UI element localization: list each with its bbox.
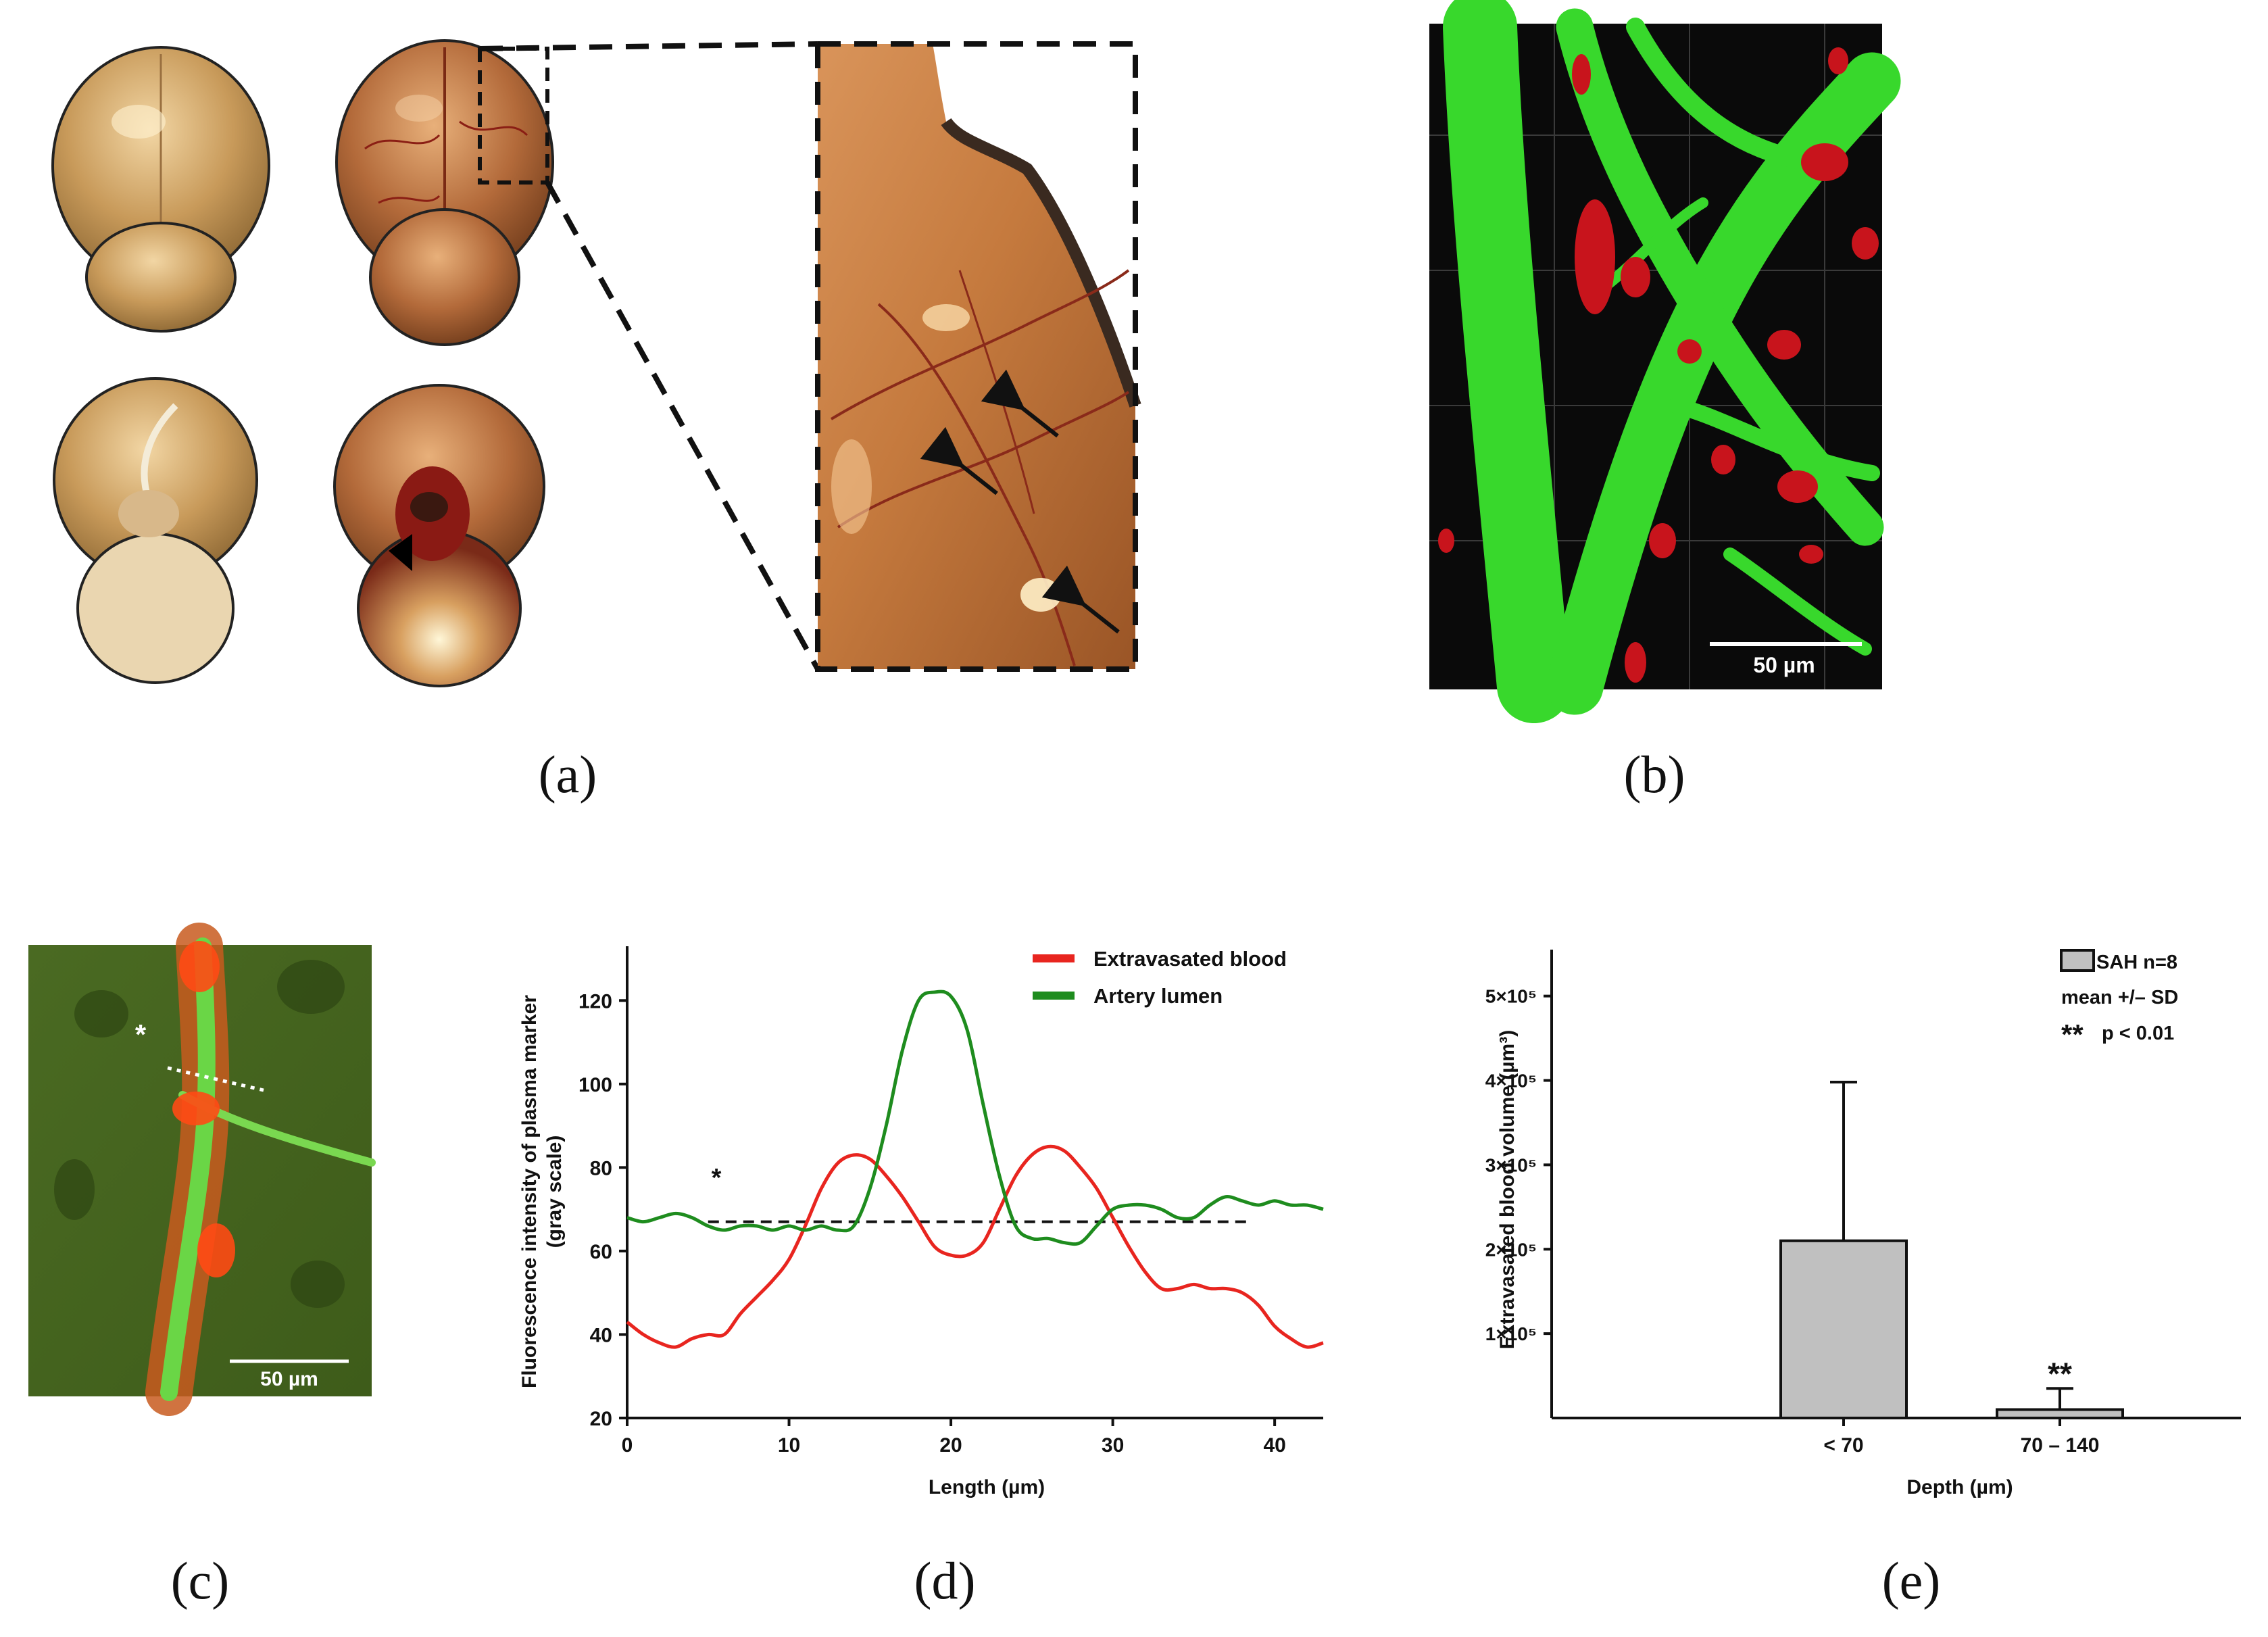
y-tick-label-e: 2×10⁵ — [1485, 1239, 1537, 1260]
x-tick-label-d: 40 — [1263, 1434, 1285, 1457]
panel-b-vessels — [1443, 0, 1901, 723]
bar-e — [1779, 1239, 1908, 1420]
legend-label-e: SAH n=8 — [2096, 952, 2177, 973]
y-tick-label-e: 5×10⁵ — [1485, 986, 1537, 1007]
zoom-line-bottom — [545, 181, 820, 670]
x-axis-label-e: Depth (µm) — [1906, 1476, 2013, 1498]
significance-marker-e: ** — [2048, 1356, 2072, 1391]
y-tick-label-e: 3×10⁵ — [1485, 1154, 1537, 1175]
panel-c-asterisk: * — [135, 1019, 147, 1050]
panel-b: 50 µm (b) — [1429, 0, 1901, 804]
y-tick-label-e: 4×10⁵ — [1485, 1071, 1537, 1092]
panel-c-profile-line — [167, 1066, 264, 1092]
chart-d-asterisk: * — [712, 1164, 722, 1192]
panel-a: (a) — [51, 39, 1141, 804]
legend-label-d: Extravasated blood — [1093, 947, 1287, 971]
brain-control-dorsal — [51, 46, 270, 333]
y-tick-label-d: 20 — [590, 1408, 612, 1430]
panel-a-label: (a) — [539, 745, 597, 804]
panel-b-label: (b) — [1624, 745, 1685, 804]
y-tick-label-d: 80 — [590, 1157, 612, 1179]
y-tick-label-d: 120 — [578, 990, 612, 1012]
brain-sah-dorsal — [335, 39, 554, 346]
legend-label-d: Artery lumen — [1093, 984, 1223, 1008]
legend-stat-e: mean +/– SD — [2061, 987, 2178, 1008]
scale-bar-c-label: 50 µm — [260, 1368, 318, 1390]
bar-e — [1996, 1408, 2124, 1419]
legend-swatch-e — [2060, 949, 2095, 972]
zoom-inset — [815, 41, 1141, 672]
series-line-artery-lumen — [626, 989, 1324, 1246]
x-tick-label-d: 20 — [939, 1434, 962, 1457]
x-tick-label-d: 10 — [778, 1434, 800, 1457]
x-tick-label-d: 30 — [1102, 1434, 1124, 1457]
hematoma-arrowhead-icon — [389, 534, 412, 571]
zoom-line-top — [479, 41, 818, 51]
vessel-arrow-icon — [920, 426, 998, 495]
x-tick-label-d: 0 — [622, 1434, 633, 1457]
bar-chart-e: 1×10⁵ 2×10⁵ 3×10⁵ 4×10⁵ 5×10⁵ < 70 70 – 140 **… — [1485, 949, 2241, 1610]
panel-c: * 50 µm (c) — [28, 923, 376, 1610]
panel-d-label: (d) — [914, 1551, 976, 1610]
y-tick-label-d: 40 — [590, 1324, 612, 1346]
y-tick-label-d: 60 — [590, 1241, 612, 1263]
vessel-arrow-icon — [1041, 565, 1120, 634]
y-tick-label-d: 100 — [578, 1074, 612, 1096]
legend-stars-e: ** — [2061, 1019, 2084, 1050]
y-axis-label-d-line2: (gray scale) — [543, 1135, 566, 1248]
x-axis-label-d: Length (µm) — [929, 1476, 1045, 1498]
legend-pvalue-e: p < 0.01 — [2102, 1023, 2174, 1044]
y-axis-label-e: Extravasated blood volume (µm³) — [1496, 1030, 1519, 1349]
brain-control-ventral — [53, 377, 258, 684]
panel-c-label: (c) — [171, 1551, 230, 1610]
scale-bar-b-label: 50 µm — [1753, 653, 1815, 677]
y-tick-label-e: 1×10⁵ — [1485, 1323, 1537, 1344]
series-line-extravasated-blood — [626, 1144, 1324, 1349]
y-axis-label-d-line1: Fluorescence intensity of plasma marker — [518, 995, 541, 1388]
x-tick-label-e: < 70 — [1823, 1434, 1863, 1457]
brain-sah-ventral — [333, 384, 545, 687]
zoom-source-box — [478, 47, 549, 185]
panel-e-label: (e) — [1882, 1551, 1941, 1610]
panel-b-blood-deposits — [1438, 47, 1879, 683]
line-chart-d: 0 10 20 30 40 20 40 60 80 100 120 Extravasated blo… — [518, 946, 1324, 1610]
x-tick-label-e: 70 – 140 — [2021, 1434, 2100, 1457]
vessel-arrow-icon — [981, 369, 1059, 438]
